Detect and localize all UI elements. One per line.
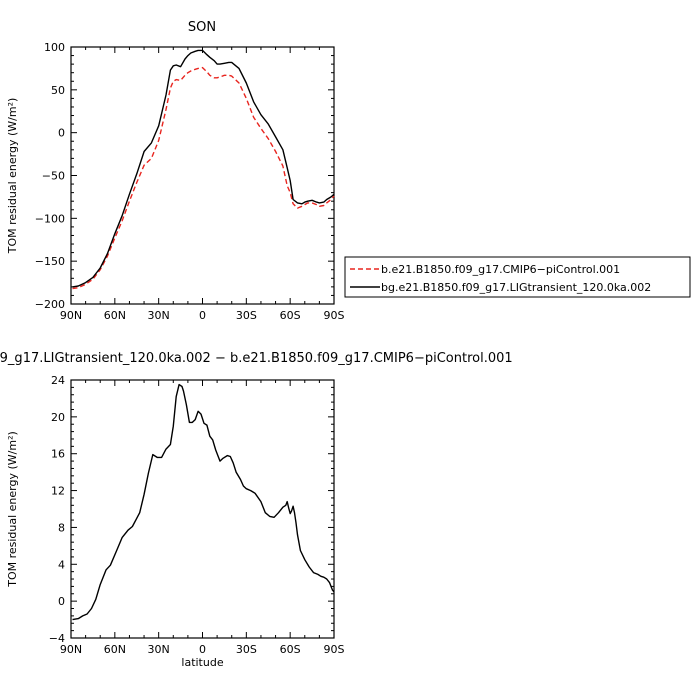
y-tick-label: 4: [58, 558, 65, 571]
x-tick-label: 0: [199, 643, 206, 656]
legend-label-1: bg.e21.B1850.f09_g17.LIGtransient_120.0k…: [381, 281, 651, 294]
y-tick-label: 100: [44, 41, 65, 54]
x-tick-label: 90S: [324, 309, 345, 322]
y-tick-label: 16: [51, 448, 65, 461]
series-line-0: [72, 383, 335, 621]
x-tick-label: 60N: [104, 309, 126, 322]
y-axis-label: TOM residual energy (W/m²): [6, 431, 19, 588]
x-tick-label: 60S: [280, 643, 301, 656]
top-panel: SON 90N 60N 30N 0 30S 60S 90S −200 −150 −100 −50 0 50…: [6, 20, 691, 322]
y-tick-label: 50: [51, 84, 65, 97]
x-tick-label: 0: [199, 309, 206, 322]
y-tick-label: −200: [35, 298, 65, 311]
y-tick-label: 8: [58, 521, 65, 534]
y-tick-label: 0: [58, 595, 65, 608]
x-tick-label: 30S: [236, 643, 257, 656]
y-tick-label: −4: [49, 632, 65, 645]
series-line-1: [72, 49, 335, 288]
x-tick-label: 30N: [148, 309, 170, 322]
x-tick-label: 90S: [324, 643, 345, 656]
x-tick-label: 60N: [104, 643, 126, 656]
plot-frame: [70, 46, 335, 305]
x-tick-label: 30S: [236, 309, 257, 322]
legend-box: [344, 256, 691, 298]
y-tick-label: −50: [42, 170, 65, 183]
y-tick-label: 12: [51, 485, 65, 498]
y-tick-label: 24: [51, 374, 65, 387]
x-tick-label: 90N: [60, 309, 82, 322]
y-tick-label: 0: [58, 127, 65, 140]
y-tick-label: 20: [51, 411, 65, 424]
bottom-panel: bg.e21.B1850.f09_g17.LIGtransient_120.0k…: [0, 351, 513, 669]
x-tick-label: 60S: [280, 309, 301, 322]
chart-title: bg.e21.B1850.f09_g17.LIGtransient_120.0k…: [0, 351, 513, 366]
y-tick-label: −150: [35, 255, 65, 268]
y-tick-label: −100: [35, 212, 65, 225]
x-tick-label: 90N: [60, 643, 82, 656]
x-axis-label: latitude: [181, 656, 223, 669]
series-line-0: [72, 66, 335, 290]
x-tick-label: 30N: [148, 643, 170, 656]
legend-label-0: b.e21.B1850.f09_g17.CMIP6−piControl.001: [381, 263, 620, 276]
y-axis-label: TOM residual energy (W/m²): [6, 98, 19, 255]
chart-title: SON: [188, 20, 216, 35]
